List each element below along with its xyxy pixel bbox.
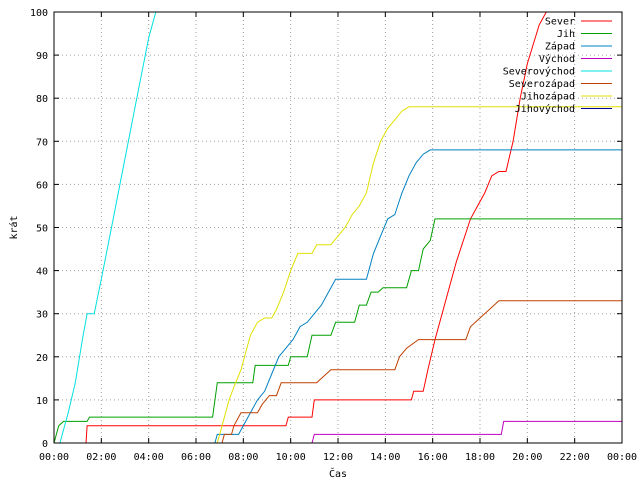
series-line-sever: [85, 12, 547, 443]
series-line-jih: [54, 218, 622, 443]
y-tick-label: 70: [36, 137, 48, 148]
legend-label: Severovýchod: [503, 66, 575, 78]
y-tick-label: 10: [36, 396, 48, 407]
series-line-západ: [214, 149, 622, 443]
x-tick-label: 02:00: [86, 452, 116, 463]
axes: 00:00 02:00 04:00 06:00 08:00 10:00 12:00 14:00…: [30, 8, 637, 463]
legend-label: Západ: [545, 41, 575, 53]
x-tick-label: 08:00: [228, 452, 258, 463]
x-tick-label: 00:00: [607, 452, 637, 463]
legend-label: Jihovýchod: [515, 103, 575, 115]
x-tick-label: 20:00: [512, 452, 542, 463]
y-tick-label: 90: [36, 51, 48, 62]
series-line-severovýchod: [59, 12, 157, 443]
series-line-severozápad: [221, 300, 622, 443]
x-tick-label: 06:00: [181, 452, 211, 463]
y-axis-title: krát: [8, 215, 20, 239]
y-tick-label: 100: [30, 8, 48, 19]
x-tick-label: 14:00: [370, 452, 400, 463]
y-tick-label: 60: [36, 180, 48, 191]
legend: SeverJihZápadVýchodSeverovýchodSeverozáp…: [503, 17, 612, 115]
y-tick-label: 80: [36, 94, 48, 105]
x-tick-label: 00:00: [39, 452, 69, 463]
y-tick-label: 40: [36, 267, 48, 278]
legend-label: Jihozápad: [521, 91, 575, 103]
x-tick-label: 18:00: [465, 452, 495, 463]
x-tick-label: 10:00: [276, 452, 306, 463]
y-tick-label: 30: [36, 310, 48, 321]
series-lines: [54, 12, 622, 443]
x-tick-label: 12:00: [323, 452, 353, 463]
legend-label: Východ: [539, 53, 575, 65]
series-line-východ: [311, 420, 622, 443]
x-axis-title: Čas: [329, 467, 347, 480]
legend-label: Sever: [545, 17, 575, 28]
x-tick-label: 16:00: [418, 452, 448, 463]
y-tick-label: 0: [42, 439, 48, 450]
series-line-jihozápad: [216, 106, 622, 443]
legend-label: Jih: [557, 29, 575, 40]
x-tick-label: 04:00: [134, 452, 164, 463]
x-tick-label: 22:00: [560, 452, 590, 463]
y-tick-label: 50: [36, 224, 48, 235]
y-tick-label: 20: [36, 353, 48, 364]
legend-label: Severozápad: [509, 78, 575, 90]
